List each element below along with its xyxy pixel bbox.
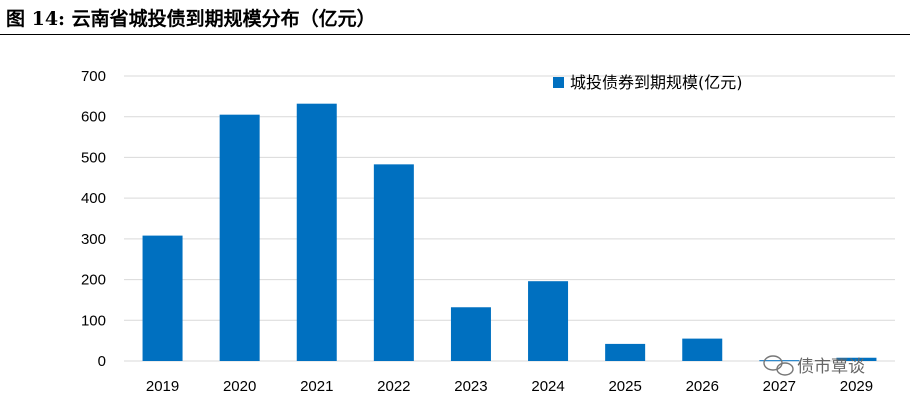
x-tick-label: 2029	[840, 378, 873, 395]
x-tick-label: 2020	[223, 378, 256, 395]
y-axis-ticks: 0 100 200 300 400 500 600 700	[81, 68, 106, 370]
bar-2019	[142, 235, 183, 361]
bar-2020	[219, 114, 260, 361]
y-tick-label: 200	[81, 272, 106, 289]
bar-2027	[759, 360, 800, 362]
x-axis-ticks: 2019 2020 2021 2022 2023 2024 2025 2026 2027 2029	[146, 378, 873, 395]
bar-2024	[528, 281, 569, 361]
legend-swatch	[553, 77, 564, 88]
x-tick-label: 2025	[608, 378, 641, 395]
legend: 城投债券到期规模(亿元)	[553, 73, 743, 92]
bar-2025	[605, 343, 646, 361]
legend-label: 城投债券到期规模(亿元)	[570, 73, 743, 92]
bar-2023	[450, 307, 491, 361]
figure-title: 图 14: 云南省城投债到期规模分布（亿元）	[6, 8, 376, 30]
bars	[142, 103, 877, 362]
x-tick-label: 2019	[146, 378, 179, 395]
bar-2021	[296, 103, 337, 361]
y-tick-label: 300	[81, 231, 106, 248]
wechat-icon	[763, 355, 794, 376]
bar-2022	[373, 164, 414, 361]
title-divider	[0, 34, 910, 35]
bar-2026	[682, 338, 723, 361]
y-tick-label: 100	[81, 312, 106, 329]
bar-2029	[836, 357, 877, 361]
watermark-label: 债市覃谈	[797, 357, 865, 377]
x-tick-label: 2023	[454, 378, 487, 395]
x-tick-label: 2024	[531, 378, 564, 395]
watermark: 债市覃谈	[763, 355, 865, 377]
x-tick-label: 2027	[763, 378, 796, 395]
x-tick-label: 2022	[377, 378, 410, 395]
y-tick-label: 700	[81, 68, 106, 85]
y-tick-label: 0	[98, 353, 106, 370]
x-tick-label: 2021	[300, 378, 333, 395]
y-tick-label: 400	[81, 190, 106, 207]
x-tick-label: 2026	[686, 378, 719, 395]
y-tick-label: 600	[81, 109, 106, 126]
y-tick-label: 500	[81, 149, 106, 166]
